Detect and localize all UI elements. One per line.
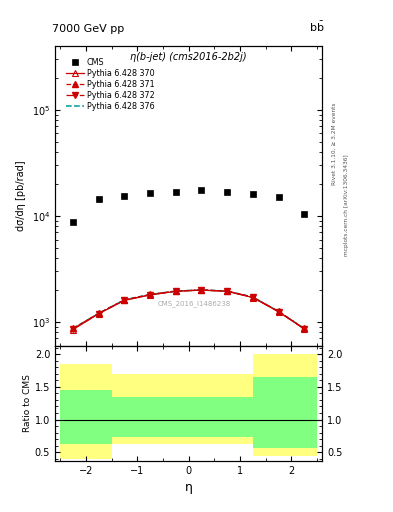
- Y-axis label: Ratio to CMS: Ratio to CMS: [23, 374, 32, 432]
- Pythia 6.428 371: [250, 294, 255, 300]
- CMS: [250, 191, 255, 198]
- CMS: [96, 196, 101, 202]
- Pythia 6.428 371: [225, 288, 230, 294]
- Pythia 6.428 370: [225, 288, 230, 294]
- CMS: [225, 188, 230, 195]
- Pythia 6.428 372: [225, 288, 230, 294]
- Pythia 6.428 371: [96, 310, 101, 316]
- CMS: [199, 187, 204, 194]
- CMS: [71, 219, 75, 225]
- Pythia 6.428 371: [71, 326, 75, 332]
- X-axis label: η: η: [185, 481, 193, 494]
- Pythia 6.428 376: [302, 326, 307, 332]
- Line: Pythia 6.428 376: Pythia 6.428 376: [73, 290, 304, 329]
- Pythia 6.428 376: [122, 297, 127, 303]
- CMS: [148, 190, 152, 196]
- Pythia 6.428 376: [71, 326, 75, 332]
- Pythia 6.428 371: [199, 287, 204, 293]
- Pythia 6.428 371: [122, 297, 127, 303]
- Pythia 6.428 370: [276, 309, 281, 315]
- CMS: [122, 193, 127, 199]
- Line: Pythia 6.428 370: Pythia 6.428 370: [70, 287, 307, 332]
- Pythia 6.428 372: [71, 326, 75, 332]
- Pythia 6.428 372: [96, 311, 101, 317]
- Pythia 6.428 371: [276, 308, 281, 314]
- Pythia 6.428 370: [148, 292, 152, 298]
- CMS: [276, 194, 281, 200]
- Line: Pythia 6.428 371: Pythia 6.428 371: [70, 287, 307, 331]
- Pythia 6.428 370: [250, 294, 255, 301]
- Text: b$\bar{\rm b}$: b$\bar{\rm b}$: [309, 20, 325, 34]
- CMS: [302, 210, 307, 217]
- Legend: CMS, Pythia 6.428 370, Pythia 6.428 371, Pythia 6.428 372, Pythia 6.428 376: CMS, Pythia 6.428 370, Pythia 6.428 371,…: [64, 56, 156, 112]
- Text: η(b-jet) (cms2016-2b2j): η(b-jet) (cms2016-2b2j): [130, 52, 247, 62]
- CMS: [173, 188, 178, 195]
- Pythia 6.428 372: [173, 288, 178, 294]
- Pythia 6.428 372: [199, 287, 204, 293]
- Pythia 6.428 376: [199, 287, 204, 293]
- Pythia 6.428 370: [302, 326, 307, 332]
- Pythia 6.428 376: [225, 288, 230, 294]
- Pythia 6.428 372: [250, 294, 255, 301]
- Pythia 6.428 371: [173, 288, 178, 294]
- Pythia 6.428 372: [148, 292, 152, 298]
- Pythia 6.428 372: [276, 309, 281, 315]
- Pythia 6.428 376: [96, 310, 101, 316]
- Pythia 6.428 370: [199, 287, 204, 293]
- Pythia 6.428 372: [302, 326, 307, 332]
- Line: CMS: CMS: [70, 187, 307, 225]
- Pythia 6.428 370: [122, 297, 127, 304]
- Pythia 6.428 376: [173, 288, 178, 294]
- Text: mcplots.cern.ch [arXiv:1306.3436]: mcplots.cern.ch [arXiv:1306.3436]: [344, 154, 349, 255]
- Pythia 6.428 370: [173, 288, 178, 294]
- Pythia 6.428 370: [96, 311, 101, 317]
- Y-axis label: dσ/dη [pb/rad]: dσ/dη [pb/rad]: [16, 161, 26, 231]
- Pythia 6.428 376: [148, 291, 152, 297]
- Pythia 6.428 371: [302, 326, 307, 332]
- Pythia 6.428 370: [71, 327, 75, 333]
- Pythia 6.428 376: [276, 308, 281, 314]
- Line: Pythia 6.428 372: Pythia 6.428 372: [70, 287, 307, 332]
- Text: Rivet 3.1.10, ≥ 3.2M events: Rivet 3.1.10, ≥ 3.2M events: [332, 102, 337, 185]
- Text: 7000 GeV pp: 7000 GeV pp: [52, 24, 125, 34]
- Pythia 6.428 376: [250, 294, 255, 300]
- Pythia 6.428 372: [122, 297, 127, 303]
- Pythia 6.428 371: [148, 291, 152, 297]
- Text: CMS_2016_I1486238: CMS_2016_I1486238: [157, 300, 231, 307]
